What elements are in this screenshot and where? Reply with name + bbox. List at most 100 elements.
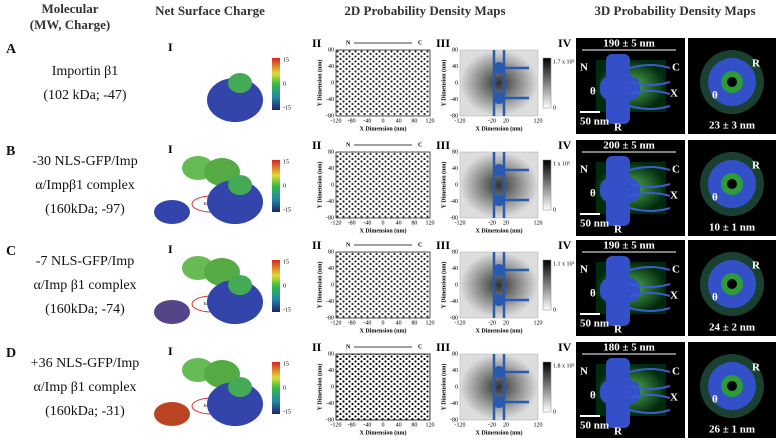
- x-tick-label: -120: [331, 220, 342, 226]
- c-label: C: [418, 242, 422, 248]
- y-tick-label: -80: [326, 315, 334, 321]
- colorbar-min: 0: [553, 409, 556, 415]
- row-label: -7 NLS-GFP/Imp: [36, 254, 134, 269]
- theta-marker: θ: [590, 188, 596, 200]
- y-tick-label: -80: [450, 417, 458, 423]
- c-label: C: [418, 40, 422, 46]
- header: (MW, Charge): [30, 17, 110, 32]
- y-axis-label: Y Dimension (nm): [316, 262, 323, 309]
- r-marker: R: [614, 324, 623, 336]
- x-tick-label: -120: [455, 220, 466, 226]
- theta-marker: θ: [712, 192, 718, 204]
- colorbar-max: 1 x 10⁵: [553, 161, 570, 167]
- x-marker: X: [670, 88, 678, 100]
- x-axis-label: X Dimension (nm): [359, 327, 406, 334]
- protein: [228, 377, 252, 397]
- x-axis-label: X Dimension (nm): [475, 429, 522, 436]
- n-label: N: [346, 142, 351, 148]
- x-tick-label: 80: [411, 422, 417, 428]
- npc-model: [493, 62, 505, 74]
- length-label: 190 ± 5 nm: [603, 38, 655, 50]
- x-tick-label: -80: [348, 118, 356, 124]
- y-tick-label: 40: [452, 64, 458, 70]
- scatter-points: [335, 251, 431, 319]
- protein: [228, 175, 252, 195]
- density-map: [459, 151, 539, 219]
- header: 3D Probability Density Maps: [594, 3, 755, 18]
- r-marker: R: [752, 362, 761, 374]
- y-tick-label: 80: [328, 249, 334, 255]
- x-marker: X: [670, 290, 678, 302]
- r-marker: R: [752, 260, 761, 272]
- width-label: 10 ± 1 nm: [709, 222, 755, 234]
- r-marker: R: [752, 160, 761, 172]
- row-label: (102 kDa; -47): [43, 88, 127, 103]
- protein: [154, 300, 190, 324]
- npc-model: [492, 354, 529, 420]
- npc-model: [493, 294, 505, 306]
- n-marker: N: [580, 366, 588, 378]
- row-letter: D: [6, 346, 16, 361]
- y-tick-label: -40: [450, 401, 458, 407]
- y-tick-label: -80: [326, 417, 334, 423]
- x-tick-label: 40: [396, 118, 402, 124]
- npc-model: [493, 164, 505, 176]
- row-label: α/Imp β1 complex: [33, 380, 136, 395]
- y-axis-label: Y Dimension (nm): [440, 364, 447, 411]
- pore-center: [727, 279, 737, 289]
- y-tick-label: 0: [455, 80, 458, 86]
- y-axis-label: Y Dimension (nm): [316, 364, 323, 411]
- y-tick-label: -40: [450, 299, 458, 305]
- y-tick-label: -80: [450, 215, 458, 221]
- scale-label: 50 nm: [580, 116, 609, 128]
- y-tick-label: -40: [326, 199, 334, 205]
- panel-numeral: IV: [558, 138, 572, 152]
- y-tick-label: 40: [328, 368, 334, 374]
- y-tick-label: 40: [328, 166, 334, 172]
- x-tick-label: -80: [348, 422, 356, 428]
- y-tick-label: -40: [326, 299, 334, 305]
- x-tick-label: 80: [411, 220, 417, 226]
- x-tick-label: 40: [396, 220, 402, 226]
- x-tick-label: -120: [331, 118, 342, 124]
- panel-numeral: IV: [558, 36, 572, 50]
- x-tick-label: -40: [363, 118, 371, 124]
- colorbar-min: 0: [553, 307, 556, 313]
- colorbar-label: -15: [283, 409, 291, 415]
- y-tick-label: -40: [326, 97, 334, 103]
- x-tick-label: 120: [534, 422, 543, 428]
- y-axis-label: Y Dimension (nm): [440, 262, 447, 309]
- x-axis-label: X Dimension (nm): [475, 125, 522, 132]
- x-tick-label: 0: [382, 220, 385, 226]
- fg-strands: [629, 166, 671, 212]
- y-tick-label: 80: [328, 47, 334, 53]
- y-axis-label: Y Dimension (nm): [440, 60, 447, 107]
- npc-model: [493, 92, 505, 104]
- x-marker: X: [670, 392, 678, 404]
- row-label: α/Imp β1 complex: [33, 278, 136, 293]
- density-map: [459, 49, 539, 117]
- row-letter: B: [6, 144, 15, 159]
- x-tick-label: -20: [488, 320, 496, 326]
- npc-model: [492, 152, 529, 218]
- charge-colorbar: [272, 260, 280, 312]
- colorbar-label: 0: [283, 283, 286, 289]
- x-tick-label: 40: [396, 320, 402, 326]
- panel-numeral: II: [312, 340, 322, 354]
- y-tick-label: 0: [331, 182, 334, 188]
- colorbar-label: 15: [283, 361, 289, 367]
- y-tick-label: 80: [452, 351, 458, 357]
- y-tick-label: 80: [328, 149, 334, 155]
- x-tick-label: 120: [426, 220, 435, 226]
- panel-numeral: III: [436, 36, 450, 50]
- panel-numeral: I: [168, 344, 173, 358]
- n-marker: N: [580, 164, 588, 176]
- n-label: N: [346, 40, 351, 46]
- scatter-points: [335, 151, 431, 219]
- density-map: [459, 353, 539, 421]
- x-tick-label: -120: [455, 422, 466, 428]
- charge-colorbar: [272, 362, 280, 414]
- charge-colorbar: [272, 160, 280, 212]
- protein: [154, 402, 190, 426]
- colorbar-max: 1.8 x 10⁵: [553, 363, 575, 369]
